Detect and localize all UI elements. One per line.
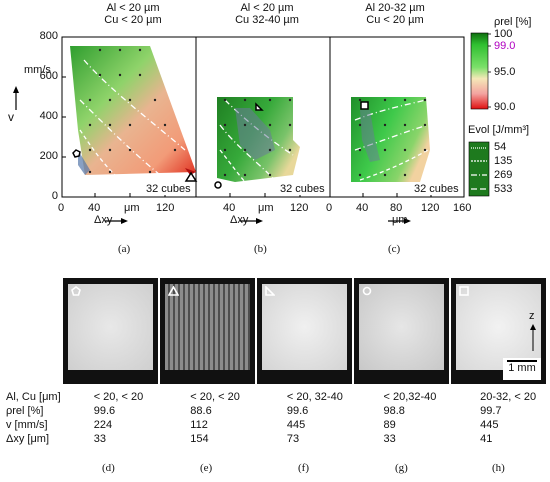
x-symbol: Δxy xyxy=(94,214,113,226)
cell: 154 xyxy=(190,433,209,445)
panel-a-map xyxy=(70,46,196,175)
cell: < 20,32-40 xyxy=(383,391,437,403)
table-row: ρrel [%] 99.6 88.6 99.6 98.8 99.7 xyxy=(6,404,550,418)
cell: 98.8 xyxy=(383,405,405,417)
cell: 99.7 xyxy=(480,405,502,417)
caption-g: (g) xyxy=(395,462,408,474)
micrograph-d xyxy=(63,278,158,384)
micrograph-g xyxy=(354,278,449,384)
x-tick: 80 xyxy=(390,202,403,214)
circle-marker-icon xyxy=(214,181,222,189)
evol-value: 533 xyxy=(494,183,513,195)
panel-a-title: Al < 20 µm Cu < 20 µm xyxy=(104,2,162,26)
y-tick: 200 xyxy=(39,150,58,162)
panel-b-data-points xyxy=(223,98,292,177)
x-tick: 0 xyxy=(58,202,65,214)
x-tick: 40 xyxy=(223,202,236,214)
x-tick: 0 xyxy=(326,202,333,214)
y-tick: 400 xyxy=(39,110,58,122)
row-label: Δxy [μm] xyxy=(6,433,50,445)
micrograph-h: z 1 mm xyxy=(451,278,546,384)
pentagon-marker-icon xyxy=(72,149,81,158)
cubes-label-c: 32 cubes xyxy=(414,183,459,195)
cell: 445 xyxy=(480,419,499,431)
panel-c-data-points xyxy=(358,98,427,177)
caption-h: (h) xyxy=(492,462,505,474)
y-unit: mm/s xyxy=(24,64,51,76)
y-symbol: v xyxy=(8,110,14,124)
micrograph-f xyxy=(257,278,352,384)
cell: 33 xyxy=(93,433,106,445)
caption-f: (f) xyxy=(298,462,309,474)
rho-tick: 90.0 xyxy=(494,101,516,113)
table-row: Δxy [μm] 33 154 73 33 41 xyxy=(6,432,550,446)
x-tick: 120 xyxy=(290,202,309,214)
x-tick: 40 xyxy=(88,202,101,214)
row-label: Al, Cu [μm] xyxy=(6,391,61,403)
cell: 445 xyxy=(286,419,306,431)
cell: 20-32, < 20 xyxy=(480,391,537,403)
micrograph-e xyxy=(160,278,255,384)
caption-d: (d) xyxy=(102,462,115,474)
panel-b-title: Al < 20 µm Cu 32-40 µm xyxy=(235,2,299,26)
process-maps xyxy=(13,32,491,224)
row-label: v [mm/s] xyxy=(6,419,48,431)
cubes-label-b: 32 cubes xyxy=(280,183,325,195)
triangle-marker-icon xyxy=(184,171,198,182)
rho-tick: 100 xyxy=(494,28,513,40)
z-axis-label: z xyxy=(529,310,535,322)
square-marker-icon xyxy=(360,101,369,110)
table-row: Al, Cu [μm] < 20, < 20 < 20, < 20 < 20, … xyxy=(6,390,550,404)
cell: < 20, < 20 xyxy=(190,391,240,403)
evol-value: 135 xyxy=(494,155,513,167)
caption-e: (e) xyxy=(200,462,213,474)
x-unit: μm xyxy=(258,202,274,214)
cell: 89 xyxy=(383,419,396,431)
panel-a-data-points xyxy=(88,48,177,174)
cell: 99.6 xyxy=(93,405,116,417)
caption-b: (b) xyxy=(254,243,267,255)
rho-legend-label: ρrel [%] xyxy=(494,16,532,28)
cell: 224 xyxy=(93,419,113,431)
right-triangle-marker-icon xyxy=(255,102,264,111)
y-axis-ticks xyxy=(62,36,66,198)
x-tick: 160 xyxy=(453,202,472,214)
y-tick: 600 xyxy=(39,70,58,82)
parameter-table: Al, Cu [μm] < 20, < 20 < 20, < 20 < 20, … xyxy=(6,390,550,446)
rho-colorbar xyxy=(470,32,489,110)
y-tick: 0 xyxy=(51,190,58,202)
scale-bar: 1 mm xyxy=(503,358,541,380)
x-tick: 120 xyxy=(421,202,440,214)
cell: 33 xyxy=(383,433,396,445)
cell: < 20, < 20 xyxy=(93,391,144,403)
row-label: ρrel [%] xyxy=(6,405,44,417)
cell: 41 xyxy=(480,433,493,445)
cell: < 20, 32-40 xyxy=(286,391,343,403)
panel-c-title: Al 20-32 µm Cu < 20 µm xyxy=(365,2,425,26)
x-symbol: Δxy xyxy=(230,214,249,226)
rho-tick: 95.0 xyxy=(494,66,516,78)
cell: 88.6 xyxy=(190,405,212,417)
x-tick: 40 xyxy=(356,202,369,214)
cubes-label-a: 32 cubes xyxy=(146,183,191,195)
caption-a: (a) xyxy=(118,243,131,255)
caption-c: (c) xyxy=(388,243,401,255)
rho-tick: 99.0 xyxy=(494,40,516,52)
evol-legend-box xyxy=(468,141,490,197)
cell: 73 xyxy=(286,433,300,445)
table-row: v [mm/s] 224 112 445 89 445 xyxy=(6,418,550,432)
evol-legend-label: Evol [J/mm³] xyxy=(468,124,530,136)
x-unit: μm xyxy=(124,202,140,214)
evol-value: 269 xyxy=(494,169,513,181)
x-unit: μm xyxy=(392,214,408,226)
cell: 99.6 xyxy=(286,405,309,417)
y-tick: 800 xyxy=(39,30,58,42)
x-tick: 120 xyxy=(156,202,175,214)
evol-value: 54 xyxy=(494,141,507,153)
cell: 112 xyxy=(190,419,208,431)
